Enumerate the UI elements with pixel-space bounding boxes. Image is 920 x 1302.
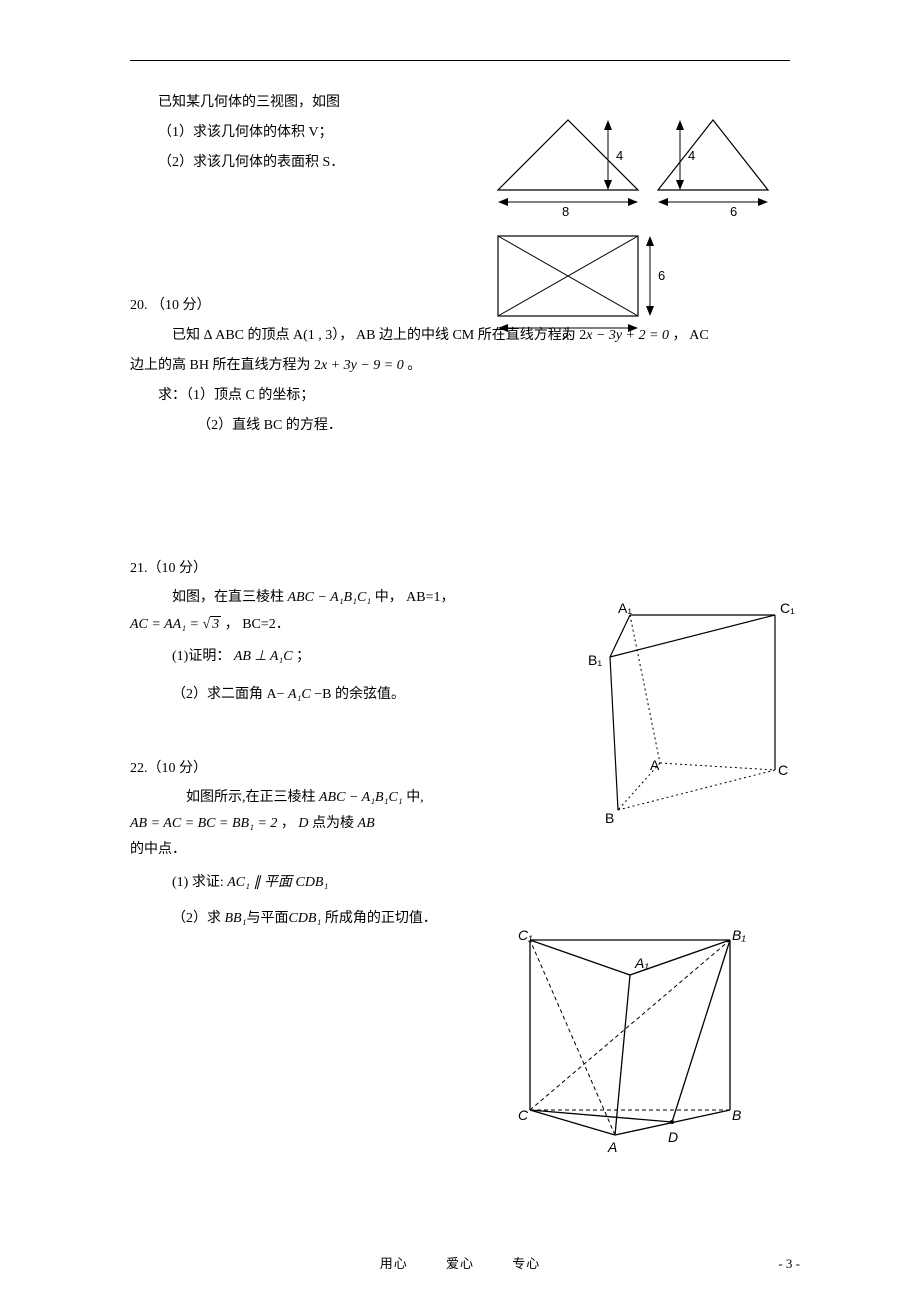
q22-figure: C₁ B₁ A₁ C B A D	[500, 920, 770, 1160]
lbl-B1: B₁	[588, 652, 602, 668]
q22-s2b: ，	[277, 816, 298, 831]
q21-svg: A₁ C₁ B₁ A C B	[540, 595, 800, 835]
footer-a: 用心	[380, 1256, 408, 1271]
q22-p2a: （2）求	[172, 911, 225, 926]
q22-s1m: ABC − A₁B₁C₁	[319, 790, 403, 805]
front-view: 4 8	[498, 120, 638, 219]
lbl2-D: D	[668, 1129, 678, 1145]
page-number: - 3 -	[778, 1256, 800, 1272]
lbl-C: C	[778, 762, 788, 778]
top-rule	[130, 60, 790, 61]
q22-p1a: (1) 求证:	[172, 875, 227, 890]
q21-part2: （2）求二面角 A− A₁C −B 的余弦值。	[130, 684, 490, 706]
q22-p1m: AC₁ ∥ 平面 CDB₁	[227, 875, 328, 890]
q21-p1m: AB ⊥ A₁C	[234, 649, 293, 664]
q21-stem2: AC = AA₁ = √3 ， BC=2．	[130, 614, 490, 636]
q20-stem-b-tail: 。	[404, 358, 422, 373]
q21-p2b: −B 的余弦值。	[311, 687, 405, 702]
footer-c: 专心	[512, 1256, 540, 1271]
q20-ask: 求：（1）顶点 C 的坐标；	[130, 384, 800, 408]
lbl-B: B	[605, 810, 614, 826]
q22-s1a: 如图所示,在正三棱柱	[186, 790, 319, 805]
lbl-A: A	[650, 757, 660, 773]
q22-p2c: 所成角的正切值．	[321, 911, 437, 926]
footer-b: 爱心	[446, 1256, 474, 1271]
q19-part2: （2）求该几何体的表面积 S．	[130, 151, 490, 175]
q22-svg: C₁ B₁ A₁ C B A D	[500, 920, 770, 1160]
q20-math-b: x + 3y − 9 = 0	[321, 358, 404, 373]
three-view-svg: 4 8 4 6	[490, 110, 790, 340]
top-view: 6 8	[498, 236, 665, 340]
q21-s1a: 如图，在直三棱柱	[172, 590, 288, 605]
q21-p1a: (1)证明：	[172, 649, 234, 664]
front-w-label: 8	[562, 204, 569, 219]
q22-s2c: D	[298, 816, 308, 831]
top-w-label: 8	[562, 330, 569, 340]
side-view: 4 6	[658, 120, 768, 219]
q21-part1: (1)证明： AB ⊥ A₁C ；	[130, 646, 490, 668]
q21-s2a: AC = AA₁ =	[130, 617, 203, 632]
q22-s2a: AB = AC = BC = BB₁ = 2	[130, 816, 277, 831]
q22-part2: （2）求 BB₁与平面CDB₁ 所成角的正切值．	[130, 908, 490, 930]
lbl2-B1: B₁	[732, 927, 746, 943]
q21-root: 3	[210, 616, 221, 632]
q22-s2e: AB	[358, 816, 375, 831]
q21-p2m: A₁C	[288, 687, 311, 702]
q22-s2d: 点为棱	[309, 816, 358, 831]
q21-figure: A₁ C₁ B₁ A C B	[540, 595, 800, 835]
q22-p2m2: CDB₁	[288, 911, 321, 926]
q22-stem1: 如图所示,在正三棱柱 ABC − A₁B₁C₁ 中,	[130, 787, 490, 809]
q21-stem1: 如图，在直三棱柱 ABC − A₁B₁C₁ 中， AB=1，	[130, 587, 490, 609]
lbl2-B: B	[732, 1107, 741, 1123]
q20-part2: （2）直线 BC 的方程．	[197, 414, 800, 438]
side-w-label: 6	[730, 204, 737, 219]
q19-part1: （1）求该几何体的体积 V；	[130, 121, 490, 145]
top-h-label: 6	[658, 268, 665, 283]
q19-stem: 已知某几何体的三视图，如图	[130, 91, 490, 115]
q22-p2b: 与平面	[246, 911, 288, 926]
q20-stem-b: 边上的高 BH 所在直线方程为 2	[130, 358, 321, 373]
lbl-C1: C₁	[780, 600, 795, 616]
q22-s1b: 中,	[403, 790, 424, 805]
q22-p2m1: BB₁	[225, 911, 247, 926]
front-h-label: 4	[616, 148, 623, 163]
q21-p1b: ；	[293, 649, 311, 664]
q21-s2b: ， BC=2．	[221, 617, 290, 632]
q22-stem2: AB = AC = BC = BB₁ = 2 ， D 点为棱 AB	[130, 813, 490, 835]
lbl-A1: A₁	[618, 600, 632, 616]
lbl2-C: C	[518, 1107, 529, 1123]
side-h-label: 4	[688, 148, 695, 163]
q21-s1m: ABC − A₁B₁C₁	[288, 590, 372, 605]
q19-figure: 4 8 4 6	[490, 110, 790, 340]
q22-stem3: 的中点．	[130, 839, 490, 861]
q21-heading: 21.（10 分）	[130, 557, 800, 581]
q21-s1b: 中， AB=1，	[371, 590, 454, 605]
q21-p2a: （2）求二面角 A−	[172, 687, 288, 702]
q19-text: 已知某几何体的三视图，如图 （1）求该几何体的体积 V； （2）求该几何体的表面…	[130, 91, 490, 174]
page: 已知某几何体的三视图，如图 （1）求该几何体的体积 V； （2）求该几何体的表面…	[0, 0, 920, 1302]
lbl2-A: A	[607, 1139, 617, 1155]
q22-part1: (1) 求证: AC₁ ∥ 平面 CDB₁	[130, 872, 490, 894]
q20-stem-line2: 边上的高 BH 所在直线方程为 2x + 3y − 9 = 0 。	[130, 354, 800, 378]
